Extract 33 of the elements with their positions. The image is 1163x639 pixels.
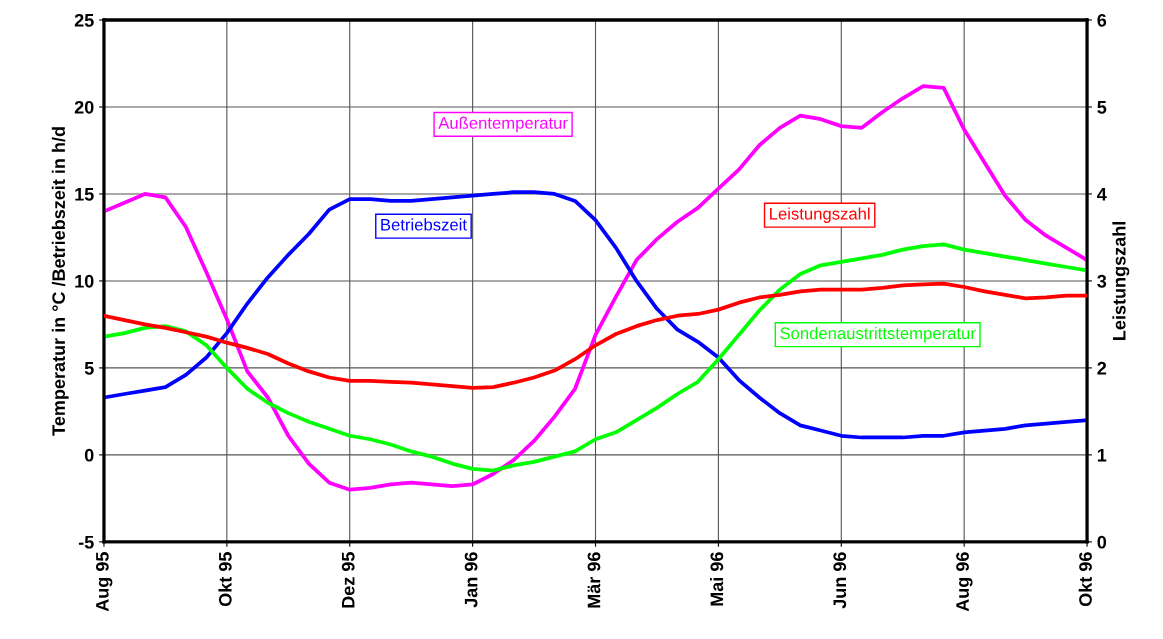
series-label: Betriebszeit bbox=[381, 218, 467, 231]
x-tick-label: Okt 96 bbox=[1078, 552, 1092, 607]
y-tick-label: 20 bbox=[74, 100, 94, 114]
y-tick-label: -5 bbox=[78, 535, 94, 549]
y-tick-label: 25 bbox=[74, 13, 94, 27]
x-tick-label: Jun 96 bbox=[833, 552, 847, 609]
y2-tick-label: 6 bbox=[1097, 13, 1107, 27]
line-series bbox=[103, 281, 1088, 390]
y-tick-label: 15 bbox=[75, 188, 94, 201]
y2-tick-label: 0 bbox=[1097, 535, 1107, 549]
text: Außentemperatur bbox=[438, 116, 568, 133]
series-label: Sondenaustrittstemperatur bbox=[780, 326, 976, 343]
x-tick-label: Mai 96 bbox=[709, 552, 724, 606]
x-tick-label: Mär 96 bbox=[587, 552, 601, 608]
x-tick-label: Okt 95 bbox=[218, 552, 232, 607]
y2-tick-label: 2 bbox=[1097, 361, 1107, 375]
x-tick-label: Aug 95 bbox=[95, 552, 113, 612]
y-tick-label: 0 bbox=[84, 448, 94, 462]
x-tick-label: Jan 96 bbox=[464, 552, 478, 608]
y-axis-title: Temperatur in °C /Betriebszeit in h/d bbox=[51, 127, 69, 436]
y-tick-label: 5 bbox=[84, 362, 94, 375]
line-series bbox=[103, 190, 1088, 440]
line-series bbox=[103, 242, 1088, 473]
y2-tick-label: 4 bbox=[1097, 188, 1107, 201]
y-tick-label: 10 bbox=[75, 274, 94, 288]
y2-axis-title: Leistungszahl bbox=[1112, 222, 1130, 340]
text: Leistungszahl bbox=[770, 207, 870, 223]
y2-tick-label: 1 bbox=[1097, 449, 1107, 462]
x-tick-label: Aug 96 bbox=[956, 552, 973, 612]
line-series bbox=[103, 84, 1088, 492]
y2-tick-label: 5 bbox=[1097, 101, 1107, 114]
y2-tick-label: 3 bbox=[1097, 274, 1107, 288]
x-tick-label: Dez 95 bbox=[341, 552, 355, 608]
